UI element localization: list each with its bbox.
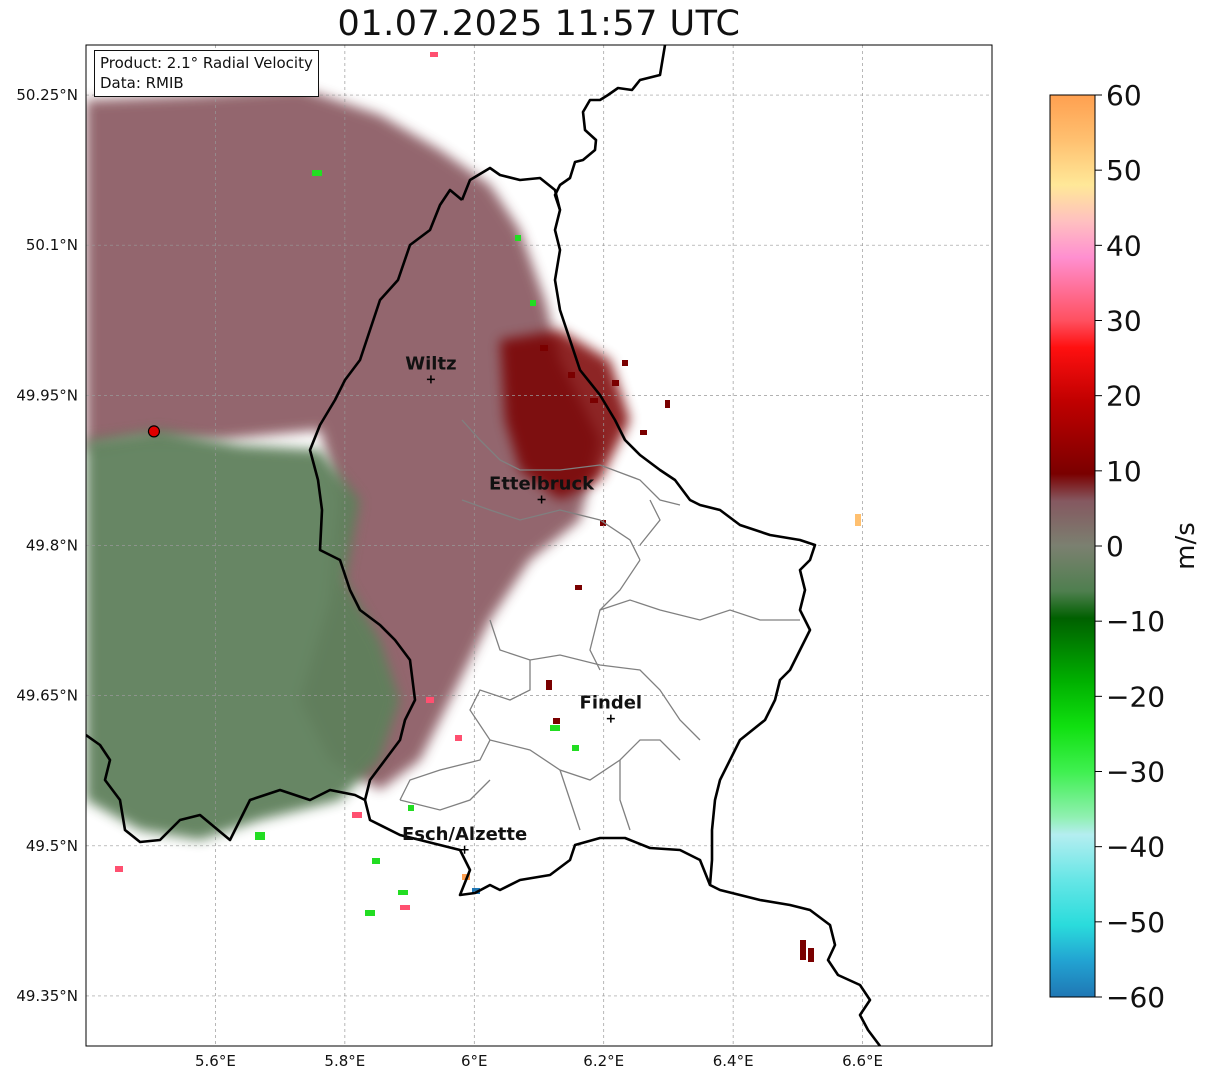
city-label: Esch/Alzette <box>402 824 527 845</box>
product-label: Product: 2.1° Radial Velocity <box>100 54 313 72</box>
national-borders <box>86 45 882 1046</box>
latitude-tick-labels: 50.25°N 50.1°N 49.95°N 49.8°N 49.65°N 49.5°N 4… <box>16 86 78 1005</box>
lat-tick-label: 49.35°N <box>16 987 78 1005</box>
city-label: Wiltz <box>405 353 456 374</box>
city-label: Ettelbruck <box>489 473 595 494</box>
city-marker <box>426 375 435 384</box>
colorbar-tick-label: 10 <box>1106 455 1142 488</box>
radar-site-marker <box>147 425 161 438</box>
echo-speckles <box>540 345 814 962</box>
colorbar-unit-label: m/s <box>1171 522 1201 570</box>
colorbar-tick-label: 60 <box>1106 79 1142 112</box>
lat-tick-label: 49.5°N <box>26 837 78 855</box>
data-source-label: Data: RMIB <box>100 74 184 92</box>
city-markers: Wiltz Ettelbruck Findel Esch/Alzette <box>402 353 643 854</box>
lat-tick-label: 50.1°N <box>26 236 78 254</box>
colorbar-tick-label: −50 <box>1106 906 1165 939</box>
colorbar-tick-label: 40 <box>1106 229 1142 262</box>
isolated-echo <box>855 514 861 526</box>
lat-tick-label: 49.65°N <box>16 687 78 705</box>
city-esch-alzette: Esch/Alzette <box>402 824 527 854</box>
lon-tick-label: 5.6°E <box>195 1052 236 1070</box>
city-findel: Findel <box>580 693 643 723</box>
city-label: Findel <box>580 693 643 714</box>
colorbar-tick-label: −30 <box>1106 756 1165 789</box>
colorbar-tick-label: 0 <box>1106 530 1124 563</box>
lon-tick-label: 6.4°E <box>713 1052 754 1070</box>
canton-borders <box>399 419 800 831</box>
colorbar-tick-label: 50 <box>1106 154 1142 187</box>
city-marker <box>537 495 546 504</box>
green-speckles <box>255 170 579 916</box>
lon-tick-label: 6.6°E <box>842 1052 883 1070</box>
colorbar <box>1049 94 1096 998</box>
city-ettelbruck: Ettelbruck <box>489 473 595 504</box>
lat-tick-label: 50.25°N <box>16 86 78 104</box>
info-box: Product: 2.1° Radial Velocity Data: RMIB <box>94 50 319 97</box>
city-marker <box>606 714 615 723</box>
city-marker <box>460 845 469 854</box>
colorbar-tick-label: −10 <box>1106 605 1165 638</box>
receding-echo-region <box>86 88 600 790</box>
lat-tick-label: 49.8°N <box>26 537 78 555</box>
map-content: Wiltz Ettelbruck Findel Esch/Alzette <box>86 45 992 1046</box>
figure-title: 01.07.2025 11:57 UTC <box>337 4 741 44</box>
colorbar-tick-label: −60 <box>1106 981 1165 1014</box>
strong-receding-core <box>500 330 630 500</box>
pink-speckles <box>115 52 462 910</box>
colorbar-tick-label: 20 <box>1106 380 1142 413</box>
colorbar-tick-label: −20 <box>1106 680 1165 713</box>
lon-tick-label: 5.8°E <box>324 1052 365 1070</box>
longitude-tick-labels: 5.6°E 5.8°E 6°E 6.2°E 6.4°E 6.6°E <box>195 1052 883 1070</box>
colorbar-tick-label: −40 <box>1106 831 1165 864</box>
lon-tick-label: 6°E <box>461 1052 488 1070</box>
approaching-echo-region <box>86 430 400 840</box>
city-wiltz: Wiltz <box>405 353 457 384</box>
colorbar-ticks: 60 50 40 30 20 10 0 −10 −20 −30 −40 −50 −60 <box>1095 79 1165 1014</box>
lat-tick-label: 49.95°N <box>16 386 78 404</box>
map-frame <box>85 44 993 1047</box>
lon-tick-label: 6.2°E <box>583 1052 624 1070</box>
colorbar-tick-label: 30 <box>1106 305 1142 338</box>
